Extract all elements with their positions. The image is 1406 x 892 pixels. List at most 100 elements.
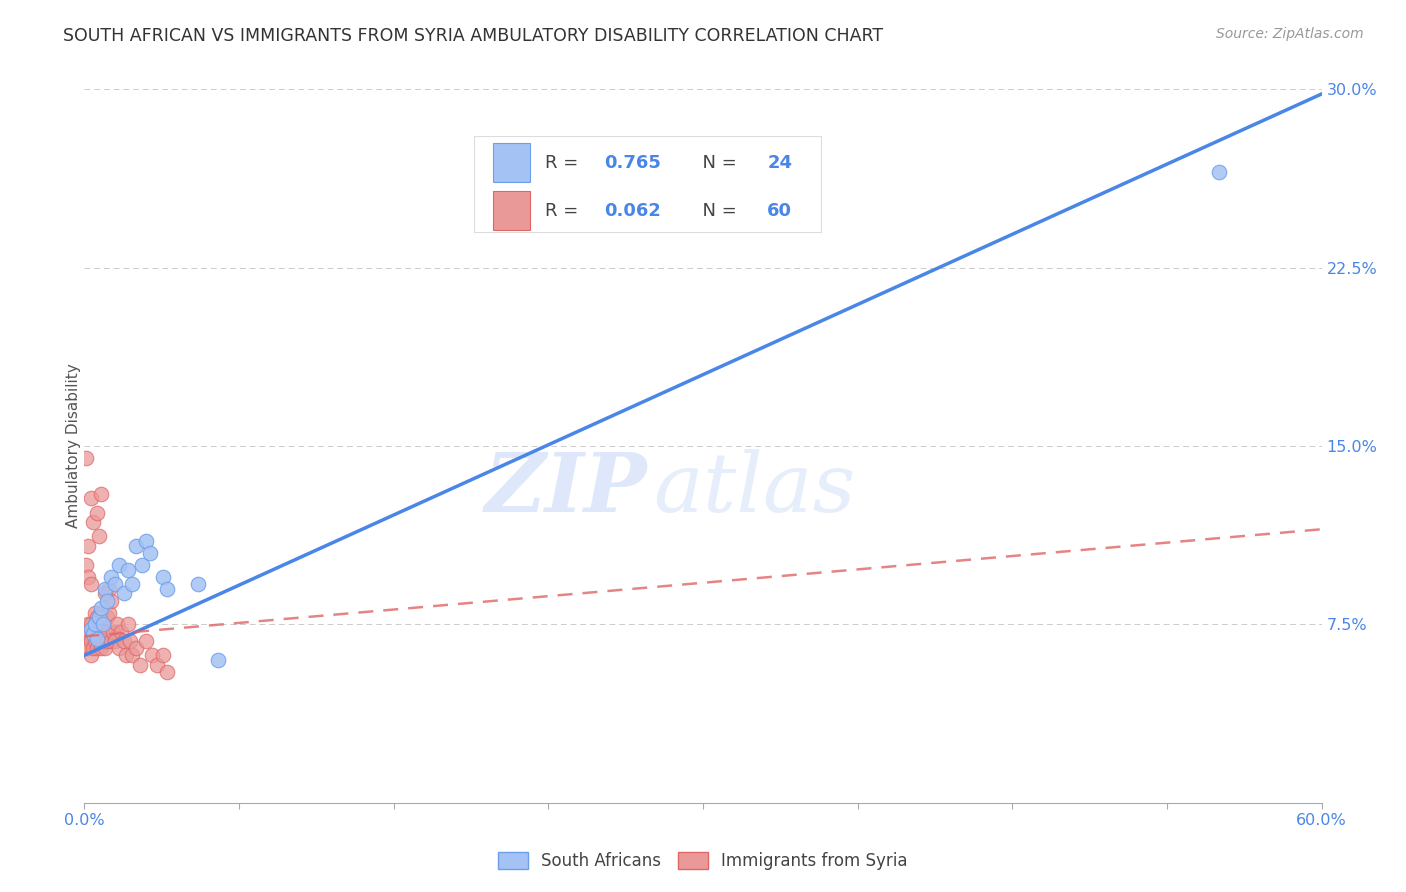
Text: ZIP: ZIP: [485, 449, 647, 529]
Point: [141, 648, 163, 663]
Point: [82, 624, 104, 639]
Point: [79, 617, 101, 632]
Point: [75, 558, 97, 572]
Point: [114, 648, 136, 663]
Point: [98, 582, 121, 596]
Point: [79, 491, 101, 506]
Point: [77, 629, 100, 643]
Point: [91, 634, 114, 648]
Text: atlas: atlas: [654, 449, 856, 529]
Point: [91, 617, 114, 632]
Point: [87, 617, 110, 632]
Text: R =: R =: [544, 153, 583, 171]
Point: [75, 624, 97, 639]
Point: [83, 617, 105, 632]
Bar: [492, 191, 530, 230]
Point: [135, 634, 157, 648]
Point: [86, 632, 108, 646]
Point: [152, 648, 174, 663]
Point: [94, 582, 117, 596]
Point: [94, 586, 117, 600]
Point: [86, 610, 108, 624]
Point: [98, 606, 121, 620]
Point: [105, 617, 128, 632]
Point: [83, 606, 105, 620]
Point: [77, 570, 100, 584]
Point: [77, 539, 100, 553]
Point: [96, 634, 118, 648]
Point: [125, 641, 148, 656]
Point: [79, 648, 101, 663]
Point: [91, 617, 114, 632]
Point: [112, 586, 135, 600]
Point: [129, 657, 152, 672]
Legend: South Africans, Immigrants from Syria: South Africans, Immigrants from Syria: [492, 845, 914, 877]
Text: Source: ZipAtlas.com: Source: ZipAtlas.com: [1216, 27, 1364, 41]
Bar: [492, 143, 530, 182]
Point: [82, 515, 104, 529]
Point: [90, 641, 112, 656]
Point: [90, 600, 112, 615]
Point: [121, 648, 143, 663]
Point: [96, 610, 118, 624]
Point: [79, 634, 101, 648]
Point: [75, 450, 97, 465]
Text: 0.062: 0.062: [605, 202, 661, 219]
Point: [82, 641, 104, 656]
Y-axis label: Ambulatory Disability: Ambulatory Disability: [66, 364, 80, 528]
Point: [83, 634, 105, 648]
Point: [86, 624, 108, 639]
Text: N =: N =: [690, 202, 742, 219]
Point: [90, 486, 112, 500]
Point: [108, 558, 131, 572]
Point: [77, 641, 100, 656]
Point: [104, 634, 127, 648]
Point: [79, 622, 101, 636]
Point: [96, 593, 118, 607]
Text: 60: 60: [768, 202, 793, 219]
Point: [87, 529, 110, 543]
Text: 24: 24: [768, 153, 793, 171]
Point: [145, 657, 167, 672]
Point: [90, 624, 112, 639]
Point: [139, 546, 162, 560]
Point: [83, 617, 105, 632]
Point: [94, 624, 117, 639]
Point: [117, 617, 139, 632]
Point: [86, 506, 108, 520]
FancyBboxPatch shape: [474, 136, 821, 232]
Point: [1208, 165, 1230, 179]
Point: [75, 634, 97, 648]
Point: [110, 624, 132, 639]
Point: [100, 634, 122, 648]
Point: [100, 570, 122, 584]
Point: [117, 563, 139, 577]
Text: SOUTH AFRICAN VS IMMIGRANTS FROM SYRIA AMBULATORY DISABILITY CORRELATION CHART: SOUTH AFRICAN VS IMMIGRANTS FROM SYRIA A…: [63, 27, 883, 45]
Point: [187, 577, 209, 591]
Point: [77, 617, 100, 632]
Point: [98, 624, 121, 639]
Point: [87, 634, 110, 648]
Point: [131, 558, 153, 572]
Point: [118, 634, 141, 648]
Point: [135, 534, 157, 549]
Text: N =: N =: [690, 153, 742, 171]
Point: [152, 570, 174, 584]
Point: [108, 641, 131, 656]
Point: [121, 577, 143, 591]
Point: [79, 577, 101, 591]
Point: [156, 665, 179, 679]
Point: [207, 653, 229, 667]
Point: [86, 641, 108, 656]
Point: [125, 539, 148, 553]
Point: [100, 593, 122, 607]
Text: R =: R =: [544, 202, 583, 219]
Point: [103, 624, 125, 639]
Point: [87, 610, 110, 624]
Point: [94, 641, 117, 656]
Point: [104, 577, 127, 591]
Text: 0.765: 0.765: [605, 153, 661, 171]
Point: [156, 582, 179, 596]
Point: [112, 634, 135, 648]
Point: [90, 606, 112, 620]
